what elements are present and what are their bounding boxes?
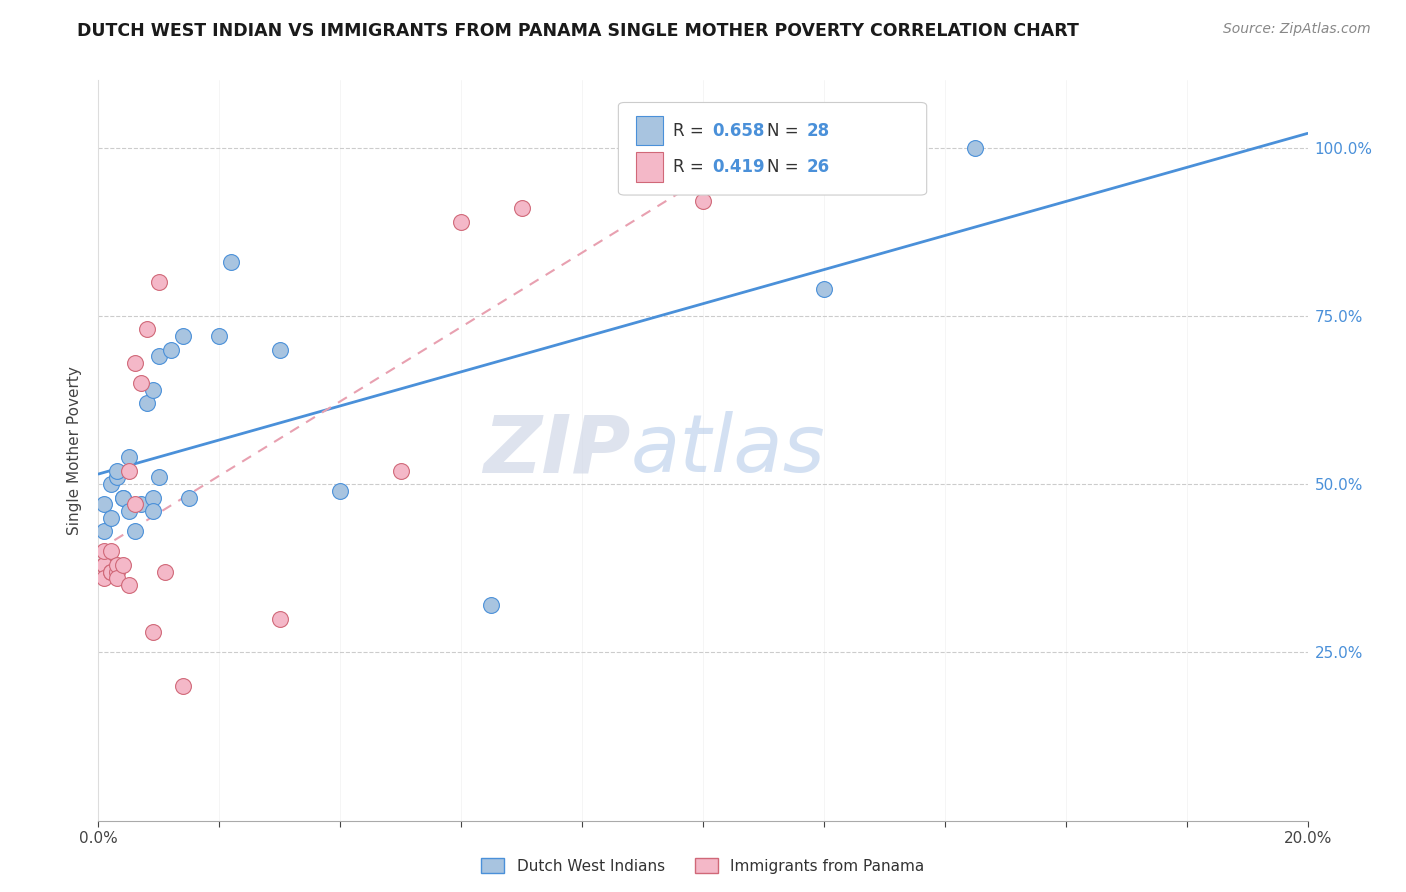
Point bbox=[105, 565, 128, 579]
Point bbox=[93, 524, 115, 539]
Point bbox=[100, 565, 122, 579]
Point bbox=[450, 214, 472, 228]
Point bbox=[135, 396, 157, 410]
Text: N =: N = bbox=[768, 121, 804, 140]
Point bbox=[124, 356, 146, 370]
Point bbox=[160, 343, 183, 357]
Point bbox=[129, 376, 152, 391]
Point bbox=[100, 544, 122, 558]
Point bbox=[142, 625, 165, 640]
Point bbox=[142, 383, 165, 397]
Point bbox=[93, 558, 115, 572]
Point bbox=[329, 483, 352, 498]
Point bbox=[148, 349, 170, 363]
Point bbox=[124, 524, 146, 539]
Point bbox=[389, 464, 412, 478]
Point bbox=[813, 282, 835, 296]
Y-axis label: Single Mother Poverty: Single Mother Poverty bbox=[67, 366, 83, 535]
Point bbox=[172, 329, 194, 343]
Text: DUTCH WEST INDIAN VS IMMIGRANTS FROM PANAMA SINGLE MOTHER POVERTY CORRELATION CH: DUTCH WEST INDIAN VS IMMIGRANTS FROM PAN… bbox=[77, 22, 1080, 40]
Text: 0.658: 0.658 bbox=[713, 121, 765, 140]
Point bbox=[100, 565, 122, 579]
Text: R =: R = bbox=[672, 121, 709, 140]
Point bbox=[93, 497, 115, 511]
Text: atlas: atlas bbox=[630, 411, 825, 490]
Point bbox=[118, 578, 141, 592]
Point bbox=[269, 343, 291, 357]
Text: 26: 26 bbox=[807, 158, 830, 176]
Point bbox=[93, 558, 115, 572]
Point bbox=[965, 140, 987, 154]
Point bbox=[100, 477, 122, 491]
Point bbox=[221, 255, 243, 269]
Point bbox=[118, 464, 141, 478]
Point bbox=[124, 497, 146, 511]
Bar bbox=[637, 116, 664, 145]
Text: ZIP: ZIP bbox=[484, 411, 630, 490]
Point bbox=[153, 565, 176, 579]
FancyBboxPatch shape bbox=[619, 103, 927, 195]
Point bbox=[105, 558, 128, 572]
Bar bbox=[637, 153, 664, 182]
Point bbox=[93, 571, 115, 585]
Point bbox=[105, 571, 128, 585]
Point bbox=[172, 679, 194, 693]
Point bbox=[142, 504, 165, 518]
Point bbox=[142, 491, 165, 505]
Point bbox=[105, 470, 128, 484]
Point bbox=[111, 491, 134, 505]
Point bbox=[111, 491, 134, 505]
Legend: Dutch West Indians, Immigrants from Panama: Dutch West Indians, Immigrants from Pana… bbox=[475, 852, 931, 880]
Point bbox=[179, 491, 201, 505]
Point bbox=[118, 450, 141, 465]
Text: 0.419: 0.419 bbox=[713, 158, 765, 176]
Point bbox=[481, 599, 503, 613]
Point bbox=[111, 558, 134, 572]
Point bbox=[100, 510, 122, 524]
Point bbox=[93, 544, 115, 558]
Point bbox=[208, 329, 231, 343]
Point bbox=[148, 470, 170, 484]
Point bbox=[692, 194, 714, 209]
Point bbox=[510, 201, 533, 215]
Text: 28: 28 bbox=[807, 121, 830, 140]
Point bbox=[135, 322, 157, 336]
Text: N =: N = bbox=[768, 158, 804, 176]
Point bbox=[118, 504, 141, 518]
Point bbox=[105, 464, 128, 478]
Text: R =: R = bbox=[672, 158, 709, 176]
Point bbox=[269, 612, 291, 626]
Text: Source: ZipAtlas.com: Source: ZipAtlas.com bbox=[1223, 22, 1371, 37]
Point bbox=[148, 275, 170, 289]
Point bbox=[129, 497, 152, 511]
